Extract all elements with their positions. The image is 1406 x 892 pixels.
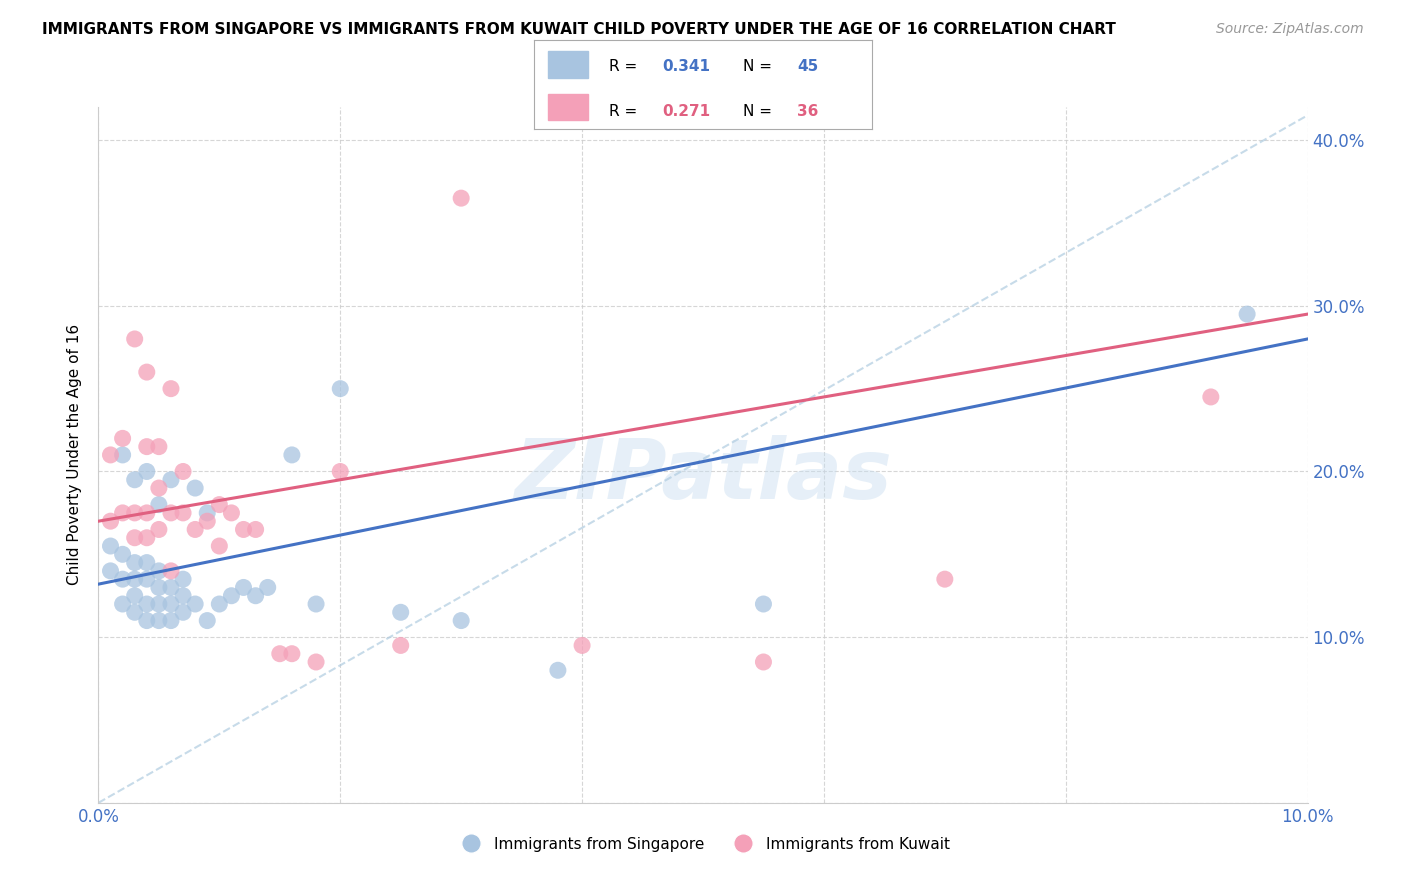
- Point: [329, 465, 352, 479]
- Point: [172, 465, 194, 479]
- Point: [135, 572, 157, 586]
- Point: [547, 663, 569, 677]
- Point: [135, 440, 157, 454]
- Point: [160, 506, 183, 520]
- Point: [124, 332, 146, 346]
- Point: [111, 448, 134, 462]
- Point: [256, 581, 278, 595]
- Point: [160, 581, 183, 595]
- Point: [148, 597, 170, 611]
- Point: [195, 514, 218, 528]
- Point: [450, 191, 472, 205]
- Point: [389, 605, 412, 619]
- Point: [221, 506, 243, 520]
- Text: Source: ZipAtlas.com: Source: ZipAtlas.com: [1216, 22, 1364, 37]
- Point: [148, 498, 170, 512]
- Text: 36: 36: [797, 103, 818, 119]
- Point: [111, 506, 134, 520]
- Point: [221, 589, 243, 603]
- Point: [135, 597, 157, 611]
- Point: [934, 572, 956, 586]
- Point: [752, 597, 775, 611]
- Point: [111, 572, 134, 586]
- Y-axis label: Child Poverty Under the Age of 16: Child Poverty Under the Age of 16: [67, 325, 83, 585]
- Point: [245, 589, 267, 603]
- Point: [160, 597, 183, 611]
- Point: [269, 647, 291, 661]
- Point: [184, 481, 207, 495]
- Point: [124, 506, 146, 520]
- Point: [135, 556, 157, 570]
- Point: [172, 605, 194, 619]
- Point: [124, 531, 146, 545]
- Point: [135, 614, 157, 628]
- Legend: Immigrants from Singapore, Immigrants from Kuwait: Immigrants from Singapore, Immigrants fr…: [450, 830, 956, 858]
- Point: [160, 614, 183, 628]
- Text: N =: N =: [744, 103, 778, 119]
- Point: [124, 473, 146, 487]
- Point: [148, 481, 170, 495]
- Point: [245, 523, 267, 537]
- Point: [195, 614, 218, 628]
- Point: [450, 614, 472, 628]
- Point: [281, 647, 304, 661]
- Point: [160, 382, 183, 396]
- Point: [1236, 307, 1258, 321]
- Point: [148, 564, 170, 578]
- Point: [135, 365, 157, 379]
- Point: [148, 523, 170, 537]
- Text: N =: N =: [744, 59, 778, 74]
- Point: [172, 589, 194, 603]
- Point: [160, 564, 183, 578]
- Point: [172, 572, 194, 586]
- Point: [100, 564, 122, 578]
- Point: [232, 523, 254, 537]
- Text: 0.271: 0.271: [662, 103, 710, 119]
- Point: [135, 531, 157, 545]
- Point: [208, 597, 231, 611]
- Point: [148, 581, 170, 595]
- Text: 0.341: 0.341: [662, 59, 710, 74]
- Point: [184, 597, 207, 611]
- Point: [111, 547, 134, 561]
- Point: [184, 523, 207, 537]
- Point: [208, 498, 231, 512]
- Point: [124, 556, 146, 570]
- Point: [329, 382, 352, 396]
- Point: [124, 589, 146, 603]
- Point: [232, 581, 254, 595]
- Point: [148, 440, 170, 454]
- Bar: [548, 94, 588, 120]
- Point: [752, 655, 775, 669]
- Text: R =: R =: [609, 103, 641, 119]
- Point: [100, 448, 122, 462]
- Text: 45: 45: [797, 59, 818, 74]
- Point: [148, 614, 170, 628]
- Point: [195, 506, 218, 520]
- Point: [1199, 390, 1222, 404]
- Point: [111, 597, 134, 611]
- Point: [135, 465, 157, 479]
- Text: IMMIGRANTS FROM SINGAPORE VS IMMIGRANTS FROM KUWAIT CHILD POVERTY UNDER THE AGE : IMMIGRANTS FROM SINGAPORE VS IMMIGRANTS …: [42, 22, 1116, 37]
- Point: [389, 639, 412, 653]
- Point: [208, 539, 231, 553]
- Text: ZIPatlas: ZIPatlas: [515, 435, 891, 516]
- Point: [100, 514, 122, 528]
- Point: [571, 639, 593, 653]
- Point: [172, 506, 194, 520]
- Point: [305, 655, 328, 669]
- Point: [135, 506, 157, 520]
- Point: [160, 473, 183, 487]
- Point: [281, 448, 304, 462]
- Point: [124, 572, 146, 586]
- Bar: [548, 51, 588, 78]
- Point: [305, 597, 328, 611]
- Text: R =: R =: [609, 59, 641, 74]
- Point: [111, 431, 134, 445]
- Point: [100, 539, 122, 553]
- Point: [124, 605, 146, 619]
